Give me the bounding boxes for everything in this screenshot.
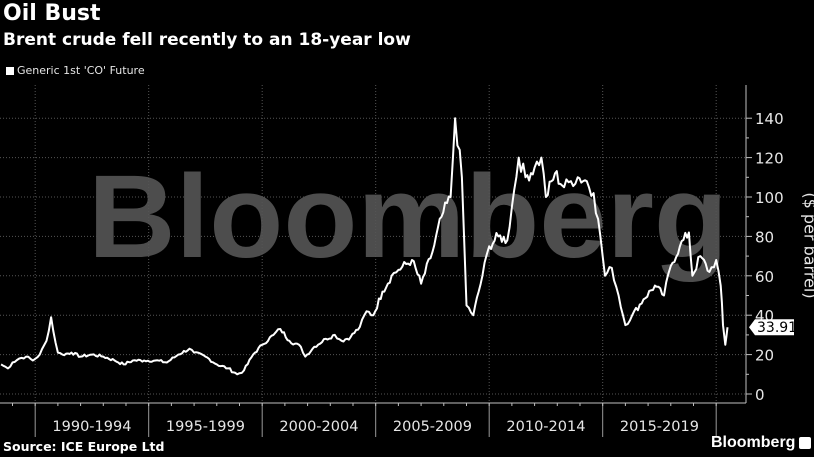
brand-logo: Bloomberg (711, 434, 812, 452)
svg-text:60: 60 (755, 268, 774, 286)
legend: Generic 1st 'CO' Future (6, 64, 145, 77)
chart-subtitle: Brent crude fell recently to an 18-year … (3, 30, 411, 50)
svg-text:2005-2009: 2005-2009 (393, 419, 472, 435)
svg-text:1995-1999: 1995-1999 (166, 419, 245, 435)
svg-text:1990-1994: 1990-1994 (52, 419, 131, 435)
bloomberg-chart-icon (799, 437, 812, 449)
svg-text:0: 0 (755, 386, 765, 404)
last-value-label: 33.91 (749, 319, 797, 336)
svg-text:100: 100 (755, 189, 784, 207)
svg-text:140: 140 (755, 110, 784, 128)
watermark: Bloomberg (88, 151, 728, 283)
grid-lines-vertical (34, 85, 717, 403)
svg-text:2015-2019: 2015-2019 (620, 419, 699, 435)
y-axis-label: ($ per barrel) (800, 192, 814, 299)
svg-text:20: 20 (755, 347, 774, 365)
chart-title: Oil Bust (3, 1, 101, 26)
legend-label: Generic 1st 'CO' Future (17, 64, 145, 77)
legend-swatch (6, 66, 14, 75)
svg-text:120: 120 (755, 150, 784, 168)
svg-text:2010-2014: 2010-2014 (506, 419, 585, 435)
grid-lines (0, 117, 746, 395)
price-line (0, 117, 729, 376)
svg-text:33.91: 33.91 (757, 320, 797, 336)
svg-text:2000-2004: 2000-2004 (279, 419, 358, 435)
svg-text:80: 80 (755, 228, 774, 246)
brand-name: Bloomberg (711, 434, 796, 451)
source-note: Source: ICE Europe Ltd (3, 439, 165, 454)
